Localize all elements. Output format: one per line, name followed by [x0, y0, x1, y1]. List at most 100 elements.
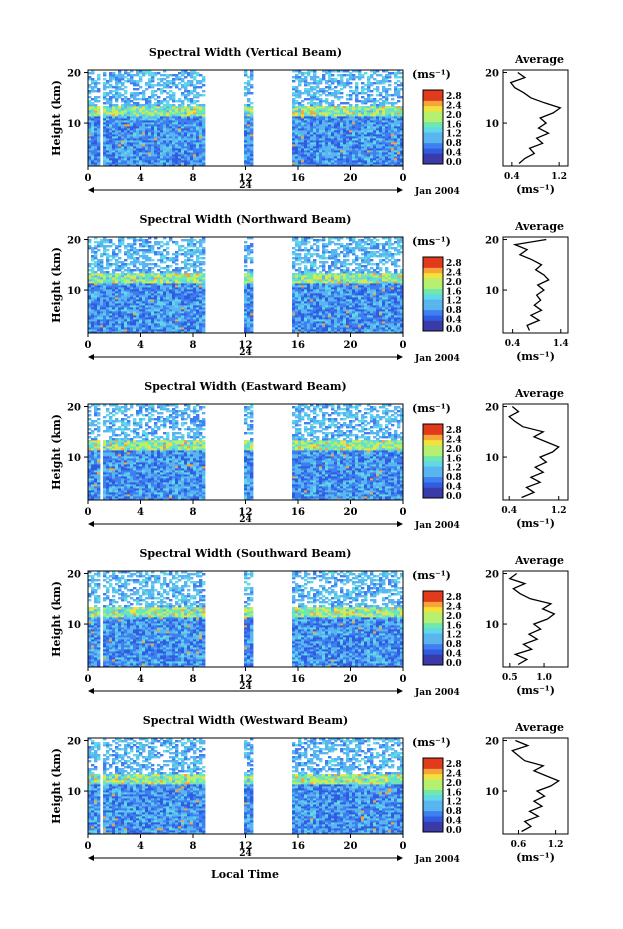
heatmap-cell	[313, 74, 317, 77]
heatmap-cell	[106, 140, 110, 143]
heatmap-cell	[154, 136, 158, 139]
heatmap-cell	[94, 82, 98, 85]
heatmap-cell	[133, 74, 137, 77]
heatmap-cell	[328, 132, 332, 135]
heatmap-cell	[196, 118, 200, 121]
heatmap-cell	[358, 116, 362, 119]
heatmap-cell	[139, 98, 143, 101]
heatmap-cell	[127, 267, 131, 270]
heatmap-cell	[145, 100, 149, 103]
heatmap-cell	[367, 94, 371, 97]
heatmap-cell	[391, 160, 395, 163]
heatmap-cell	[313, 130, 317, 133]
heatmap-cell	[199, 116, 203, 119]
heatmap-cell	[121, 106, 125, 109]
heatmap-cell	[343, 82, 347, 85]
heatmap-cell	[136, 126, 140, 129]
heatmap-cell	[109, 239, 113, 242]
heatmap-cell	[196, 132, 200, 135]
heatmap-cell	[391, 150, 395, 153]
heatmap-cell	[292, 98, 296, 101]
colorbar-unit: (ms⁻¹)	[412, 68, 451, 81]
heatmap-cell	[166, 150, 170, 153]
heatmap-cell	[112, 140, 116, 143]
heatmap-cell	[118, 138, 122, 141]
heatmap-cell	[88, 142, 92, 145]
heatmap-cell	[181, 112, 185, 115]
heatmap-cell	[292, 94, 296, 97]
heatmap-cell	[334, 128, 338, 131]
heatmap-cell	[103, 122, 107, 125]
heatmap-cell	[391, 112, 395, 115]
heatmap-cell	[133, 96, 137, 99]
heatmap-cell	[340, 124, 344, 127]
heatmap-cell	[91, 82, 95, 85]
heatmap-cell	[157, 72, 161, 75]
heatmap-cell	[157, 120, 161, 123]
heatmap-cell	[292, 251, 296, 254]
heatmap-cell	[142, 132, 146, 135]
heatmap-cell	[316, 138, 320, 141]
heatmap-cell	[106, 162, 110, 165]
heatmap-cell	[352, 116, 356, 119]
heatmap-cell	[88, 106, 92, 109]
heatmap-cell	[97, 136, 101, 139]
heatmap-cell	[322, 70, 326, 73]
heatmap-cell	[199, 261, 203, 264]
heatmap-cell	[295, 124, 299, 127]
heatmap-cell	[349, 128, 353, 131]
heatmap-cell	[244, 126, 248, 129]
heatmap-cell	[154, 98, 158, 101]
heatmap-cell	[88, 114, 92, 117]
heatmap-cell	[373, 78, 377, 81]
heatmap-cell	[199, 132, 203, 135]
heatmap-cell	[388, 116, 392, 119]
heatmap-cell	[142, 110, 146, 113]
heatmap-cell	[379, 110, 383, 113]
heatmap-cell	[367, 144, 371, 147]
heatmap-cell	[244, 122, 248, 125]
heatmap-cell	[118, 154, 122, 157]
heatmap-cell	[130, 144, 134, 147]
heatmap-cell	[97, 160, 101, 163]
heatmap-cell	[331, 156, 335, 159]
heatmap-cell	[163, 100, 167, 103]
heatmap-cell	[313, 146, 317, 149]
heatmap-cell	[388, 160, 392, 163]
heatmap-cell	[313, 96, 317, 99]
heatmap-cell	[130, 160, 134, 163]
heatmap-cell	[313, 112, 317, 115]
heatmap-cell	[331, 138, 335, 141]
heatmap-cell	[118, 150, 122, 153]
heatmap-cell	[325, 118, 329, 121]
heatmap-cell	[148, 144, 152, 147]
heatmap-cell	[157, 88, 161, 91]
heatmap-cell	[136, 158, 140, 161]
heatmap-cell	[382, 104, 386, 107]
heatmap-cell	[244, 114, 248, 117]
heatmap-cell	[148, 152, 152, 155]
heatmap-cell	[388, 150, 392, 153]
heatmap-cell	[199, 156, 203, 159]
heatmap-cell	[127, 243, 131, 246]
heatmap-cell	[331, 154, 335, 157]
heatmap-cell	[169, 112, 173, 115]
heatmap-cell	[373, 136, 377, 139]
heatmap-cell	[121, 108, 125, 111]
heatmap-cell	[361, 164, 365, 167]
heatmap-cell	[109, 120, 113, 123]
heatmap-cell	[115, 120, 119, 123]
heatmap-cell	[343, 162, 347, 165]
heatmap-cell	[388, 136, 392, 139]
heatmap-cell	[175, 263, 179, 266]
heatmap-cell	[106, 122, 110, 125]
heatmap-cell	[331, 100, 335, 103]
heatmap-cell	[340, 76, 344, 79]
heatmap-cell	[364, 88, 368, 91]
heatmap-cell	[301, 104, 305, 107]
heatmap-cell	[115, 160, 119, 163]
heatmap-cell	[298, 152, 302, 155]
heatmap-cell	[148, 164, 152, 167]
heatmap-cell	[367, 116, 371, 119]
heatmap-cell	[385, 70, 389, 73]
